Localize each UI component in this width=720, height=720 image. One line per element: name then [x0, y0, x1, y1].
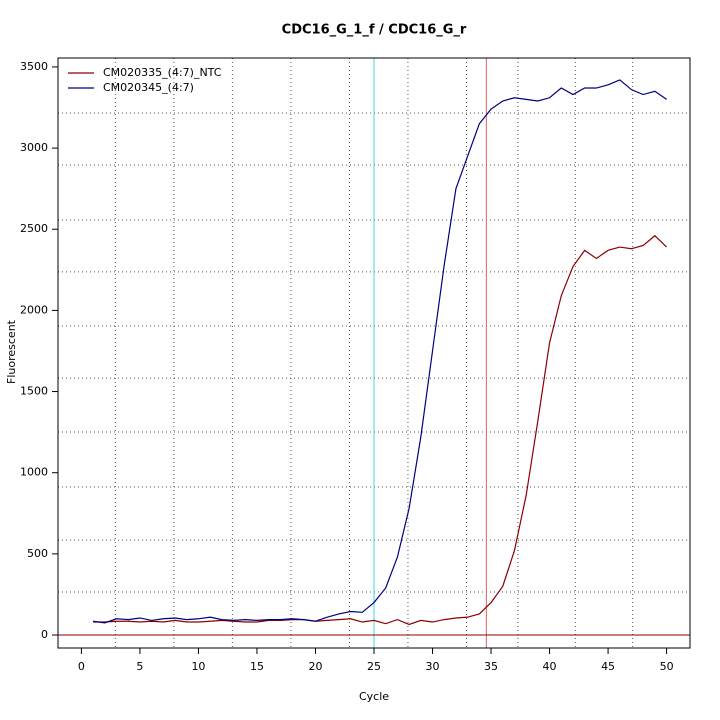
y-tick-label: 3000: [20, 141, 48, 154]
x-tick-label: 10: [191, 660, 205, 673]
y-tick-label: 1500: [20, 385, 48, 398]
plot-frame: [57, 57, 691, 649]
x-tick-label: 15: [250, 660, 264, 673]
series-line: [93, 234, 668, 626]
x-axis-label: Cycle: [359, 690, 389, 703]
series-line: [93, 79, 667, 624]
y-tick-label: 500: [27, 547, 48, 560]
x-tick-label: 30: [426, 660, 440, 673]
legend-label: CM020335_(4:7)_NTC: [103, 66, 222, 79]
y-axis-label: Fluorescent: [5, 319, 18, 384]
x-tick-label: 35: [484, 660, 498, 673]
y-tick-label: 2500: [20, 222, 48, 235]
y-tick-label: 2000: [20, 303, 48, 316]
y-tick-label: 0: [41, 628, 48, 641]
chart-title: CDC16_G_1_f / CDC16_G_r: [282, 23, 467, 38]
x-tick-label: 0: [78, 660, 85, 673]
x-tick-label: 45: [601, 660, 615, 673]
x-tick-label: 50: [660, 660, 674, 673]
y-tick-label: 3500: [20, 60, 48, 73]
x-tick-label: 5: [136, 660, 143, 673]
legend-label: CM020345_(4:7): [103, 81, 194, 94]
x-tick-label: 25: [367, 660, 381, 673]
x-tick-label: 20: [308, 660, 322, 673]
x-tick-label: 40: [543, 660, 557, 673]
y-tick-label: 1000: [20, 466, 48, 479]
